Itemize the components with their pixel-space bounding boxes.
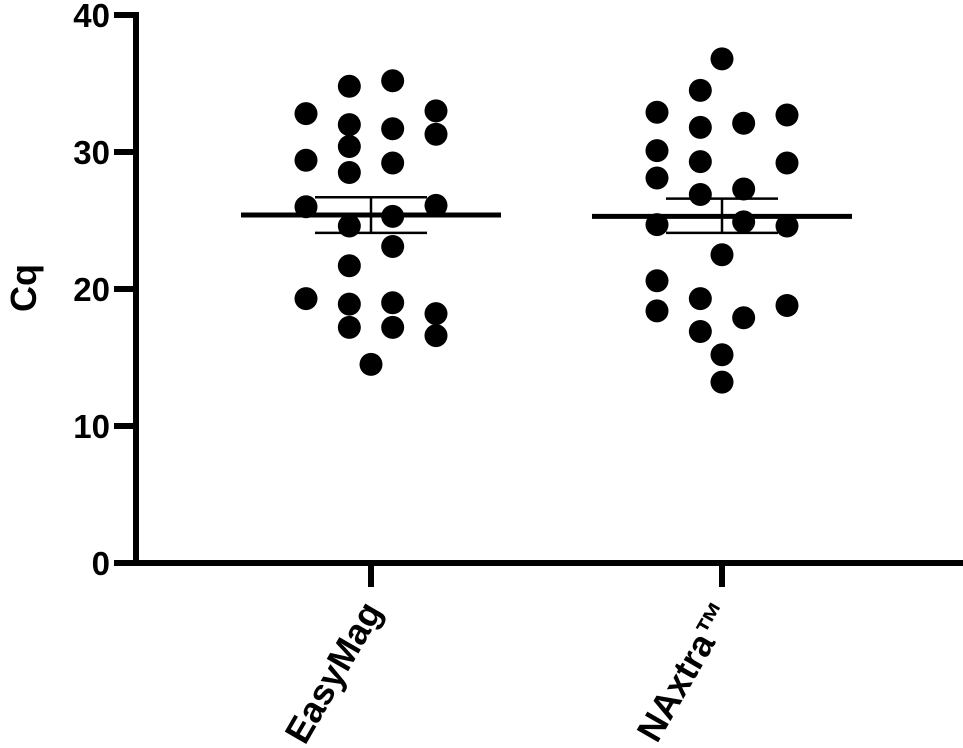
data-point	[688, 78, 712, 102]
data-point	[710, 343, 734, 367]
data-point	[775, 103, 799, 127]
data-point	[337, 292, 361, 316]
data-point	[645, 269, 669, 293]
y-tick-label: 10	[73, 408, 110, 445]
data-point	[645, 100, 669, 124]
data-point	[775, 151, 799, 175]
data-point	[424, 193, 448, 217]
data-point	[294, 148, 318, 172]
data-point	[381, 69, 405, 93]
data-point	[710, 370, 734, 394]
data-point	[732, 210, 756, 234]
x-category-label: EasyMag	[276, 595, 390, 748]
data-point	[337, 161, 361, 185]
data-point	[424, 302, 448, 326]
y-ticks: 0 10 20 30 40	[73, 0, 136, 582]
data-point	[294, 287, 318, 311]
data-point	[337, 74, 361, 98]
data-point	[294, 102, 318, 126]
data-point	[732, 111, 756, 135]
data-point	[381, 117, 405, 141]
y-tick-label: 20	[73, 271, 110, 308]
data-point	[645, 139, 669, 163]
data-point	[688, 319, 712, 343]
data-point	[381, 291, 405, 315]
series-group	[241, 69, 501, 376]
data-point	[688, 150, 712, 174]
data-point	[775, 293, 799, 317]
data-point	[710, 243, 734, 267]
data-point	[337, 135, 361, 159]
data-point	[710, 47, 734, 71]
data-layer	[241, 47, 852, 394]
data-point	[381, 315, 405, 339]
y-axis-title: Cq	[3, 264, 44, 312]
series-group	[592, 47, 852, 394]
data-point	[688, 115, 712, 139]
x-category-label: NAxtra™	[628, 595, 741, 748]
data-point	[337, 113, 361, 137]
y-tick-label: 40	[73, 0, 110, 34]
data-point	[359, 352, 383, 376]
data-point	[732, 177, 756, 201]
data-point	[381, 235, 405, 259]
data-point	[424, 324, 448, 348]
data-point	[337, 254, 361, 278]
data-point	[645, 166, 669, 190]
y-tick-label: 30	[73, 134, 110, 171]
x-ticks: EasyMag NAxtra™	[276, 563, 741, 748]
data-point	[688, 182, 712, 206]
data-point	[732, 306, 756, 330]
data-point	[381, 151, 405, 175]
data-point	[775, 214, 799, 238]
data-point	[424, 99, 448, 123]
data-point	[424, 122, 448, 146]
data-point	[688, 287, 712, 311]
data-point	[645, 299, 669, 323]
y-tick-label: 0	[92, 545, 110, 582]
axes	[133, 12, 963, 566]
data-point	[337, 315, 361, 339]
